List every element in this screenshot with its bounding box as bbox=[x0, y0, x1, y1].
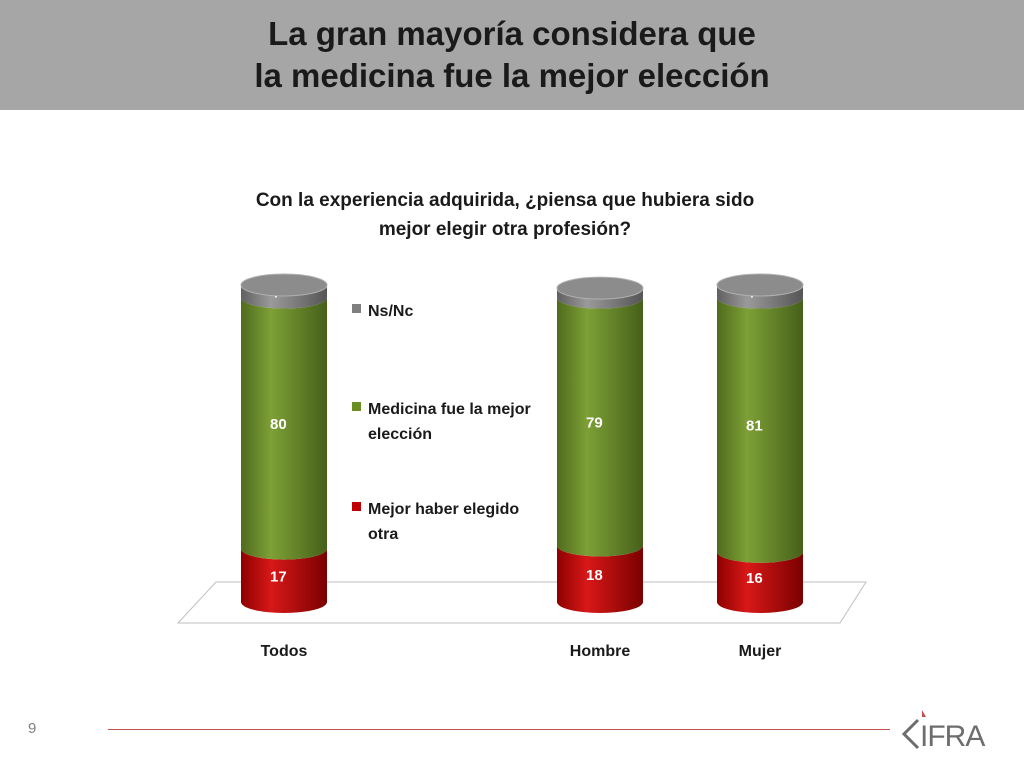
legend-swatch-nsnc bbox=[352, 304, 361, 313]
legend-label-otra: Mejor haber elegido bbox=[368, 501, 519, 518]
bar-segment-otra-todos bbox=[241, 548, 327, 613]
chart-title-line-1: Con la experiencia adquirida, ¿piensa qu… bbox=[255, 190, 755, 211]
legend-item-nsnc: Ns/Nc bbox=[352, 303, 413, 320]
slide-header: La gran mayoría considera que la medicin… bbox=[0, 0, 1024, 110]
legend-item-medicina: Medicina fue la mejor elección bbox=[352, 401, 531, 443]
chart-floor bbox=[176, 581, 867, 624]
bar-segment-otra-hombre bbox=[557, 545, 643, 613]
bar-mujer: 16814 bbox=[716, 273, 804, 613]
bar-segment-medicina-mujer bbox=[717, 297, 803, 563]
bar-segment-nsnc-hombre bbox=[557, 288, 643, 309]
legend-label-otra-line-2: otra bbox=[368, 526, 398, 543]
bar-segment-otra-mujer bbox=[717, 551, 803, 613]
legend-item-otra: Mejor haber elegido otra bbox=[352, 501, 519, 543]
cifra-logo: IFRA bbox=[901, 710, 986, 752]
svg-text:IFRA: IFRA bbox=[920, 720, 985, 752]
footer-divider bbox=[108, 729, 890, 730]
legend-label-medicina: Medicina fue la mejor bbox=[368, 401, 531, 418]
legend-label-nsnc: Ns/Nc bbox=[368, 303, 413, 320]
data-label-medicina-mujer: 81 bbox=[746, 418, 763, 435]
bar-segment-medicina-hombre bbox=[557, 297, 643, 557]
slide-title-line-2: la medicina fue la mejor elección bbox=[254, 57, 770, 94]
legend-label-medicina-line-2: elección bbox=[368, 426, 432, 443]
category-label-todos: Todos bbox=[261, 643, 308, 660]
bar-top-mujer bbox=[716, 273, 804, 297]
data-label-medicina-hombre: 79 bbox=[586, 415, 603, 432]
bar-segment-nsnc-mujer bbox=[717, 285, 803, 309]
data-label-medicina-todos: 80 bbox=[270, 416, 287, 433]
legend-swatch-medicina bbox=[352, 402, 361, 411]
bar-hombre: 18793 bbox=[556, 276, 644, 613]
data-label-otra-todos: 17 bbox=[270, 568, 287, 585]
chart-title: Con la experiencia adquirida, ¿piensa qu… bbox=[200, 186, 810, 244]
bar-top-hombre bbox=[556, 276, 644, 300]
data-label-otra-hombre: 18 bbox=[586, 567, 603, 584]
category-label-mujer: Mujer bbox=[739, 643, 782, 660]
bar-segment-nsnc-todos bbox=[241, 285, 327, 309]
bar-segment-medicina-todos bbox=[241, 297, 327, 560]
legend-swatch-otra bbox=[352, 502, 361, 511]
bar-todos: 17804 bbox=[240, 273, 328, 613]
bar-top-todos bbox=[240, 273, 328, 297]
stacked-cylinder-chart: 17804Todos18793Hombre16814Mujer Ns/NcMed… bbox=[176, 273, 867, 660]
chart-title-line-2: mejor elegir otra profesión? bbox=[378, 219, 632, 240]
category-label-hombre: Hombre bbox=[570, 643, 631, 660]
data-label-otra-mujer: 16 bbox=[746, 570, 763, 587]
page-number: 9 bbox=[28, 720, 37, 737]
slide-title-line-1: La gran mayoría considera que bbox=[268, 15, 756, 52]
